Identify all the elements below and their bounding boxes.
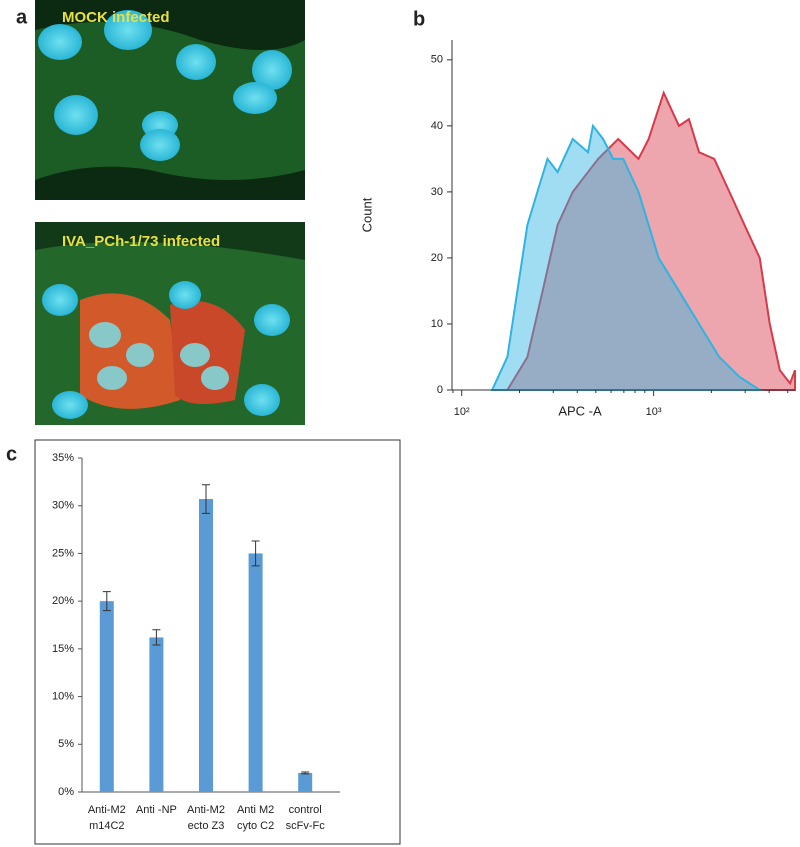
image-caption: IVA_PCh-1/73 infected (62, 233, 220, 250)
y-tick-label: 50 (431, 54, 443, 66)
y-tick-label: 10 (431, 318, 443, 330)
y-axis-label: Count (359, 197, 374, 232)
y-tick-label: 0 (437, 384, 443, 396)
y-tick-label: 5% (58, 738, 74, 750)
micrograph-infected (35, 222, 305, 425)
y-tick-label: 25% (52, 547, 74, 559)
y-tick-label: 30 (431, 186, 443, 198)
x-tick-label: cyto C2 (237, 820, 274, 832)
image-caption: MOCK infected (62, 9, 170, 26)
y-tick-label: 10% (52, 690, 74, 702)
axes (451, 40, 795, 391)
error-bar (102, 591, 111, 612)
y-tick-label: 30% (52, 500, 74, 512)
error-bar (251, 540, 260, 567)
error-bar (202, 484, 210, 514)
x-tick-label: 10² (454, 406, 470, 418)
panel-label: a (16, 6, 28, 28)
x-tick-label: Anti-M2 (88, 804, 126, 816)
panel-frame (34, 439, 401, 845)
bar (99, 601, 114, 792)
y-tick-label: 20% (52, 595, 74, 607)
x-tick-label: control (289, 804, 322, 816)
x-axis-label: APC -A (558, 403, 602, 418)
bar (248, 553, 263, 792)
x-tick-label: ecto Z3 (188, 820, 225, 832)
panel-label: c (6, 443, 17, 465)
y-tick-label: 20 (431, 252, 443, 264)
error-bar (152, 629, 161, 646)
area (490, 123, 764, 391)
error-bar (301, 771, 310, 775)
panel-label: b (413, 8, 425, 30)
bar (199, 499, 213, 792)
x-tick-label: scFv-Fc (286, 820, 326, 832)
y-tick-label: 40 (431, 120, 443, 132)
y-tick-label: 15% (52, 643, 74, 655)
x-tick-label: 10³ (646, 406, 662, 418)
y-tick-label: 35% (52, 452, 74, 464)
bar (149, 637, 164, 792)
y-tick-label: 0% (58, 786, 74, 798)
x-tick-label: Anti M2 (237, 804, 274, 816)
micrograph-mock (35, 0, 305, 200)
x-tick-label: m14C2 (89, 820, 124, 832)
x-tick-label: Anti -NP (136, 804, 177, 816)
x-tick-label: Anti-M2 (187, 804, 225, 816)
area (505, 90, 796, 391)
bar (298, 772, 313, 792)
